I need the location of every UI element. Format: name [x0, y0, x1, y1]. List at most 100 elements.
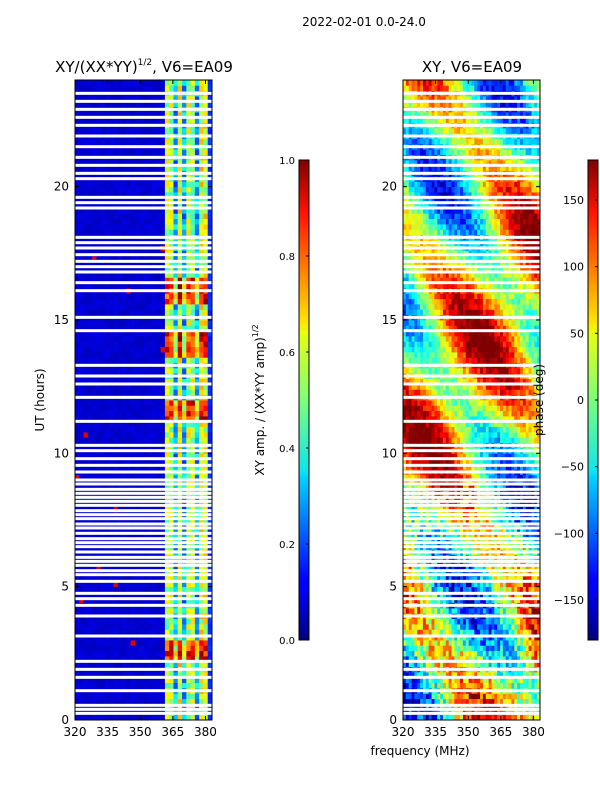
heatmap-cell: [203, 272, 209, 278]
heatmap-cell: [494, 608, 498, 614]
heatmap-cell: [134, 522, 140, 529]
flagged-row: [75, 145, 212, 149]
heatmap-cell: [134, 80, 140, 86]
heatmap-cell: [199, 320, 204, 326]
heatmap-cell: [100, 560, 106, 566]
x-tick-label: 365: [161, 725, 184, 739]
heatmap-cell: [75, 277, 80, 284]
heatmap-cell: [160, 197, 166, 204]
heatmap-cell: [92, 117, 97, 124]
heatmap-cell: [100, 618, 106, 625]
flagged-row: [75, 195, 212, 199]
heatmap-cell: [485, 682, 490, 689]
heatmap-cell: [104, 293, 110, 300]
heatmap-cell: [104, 208, 110, 214]
heatmap-cell: [177, 341, 183, 348]
heatmap-cell: [109, 618, 114, 625]
heatmap-cell: [92, 624, 97, 630]
heatmap-cell: [134, 437, 140, 444]
heatmap-cell: [203, 128, 209, 134]
heatmap-cell: [109, 629, 114, 636]
heatmap-cell: [156, 458, 162, 465]
heatmap-cell: [534, 661, 538, 668]
heatmap-cell: [109, 213, 114, 220]
heatmap-cell: [126, 261, 132, 268]
heatmap-cell: [113, 208, 119, 214]
heatmap-cell: [92, 693, 97, 700]
heatmap-cell: [100, 186, 106, 193]
heatmap-cell: [147, 357, 153, 364]
heatmap-cell: [514, 608, 518, 614]
heatmap-cell: [147, 517, 153, 524]
heatmap-cell: [485, 672, 490, 678]
heatmap-cell: [139, 576, 144, 582]
heatmap-cell: [537, 629, 541, 636]
heatmap-cell: [83, 138, 89, 145]
heatmap-cell: [199, 224, 204, 230]
heatmap-cell: [139, 378, 144, 385]
heatmap-cell: [143, 229, 149, 236]
heatmap-cell: [139, 357, 144, 364]
heatmap-cell: [96, 85, 102, 92]
heatmap-cell: [143, 165, 149, 172]
heatmap-cell: [199, 634, 204, 641]
heatmap-cell: [525, 634, 529, 641]
heatmap-cell: [173, 496, 179, 502]
left-colorbar-label-exponent: 1/2: [251, 324, 260, 337]
heatmap-cell: [147, 533, 153, 540]
heatmap-cell: [442, 640, 447, 646]
heatmap-cell: [126, 149, 132, 156]
heatmap-cell: [194, 560, 200, 566]
heatmap-cell: [87, 586, 93, 593]
heatmap-cell: [434, 624, 438, 630]
heatmap-cell: [130, 672, 136, 678]
heatmap-cell: [203, 330, 209, 337]
heatmap-cell: [130, 266, 136, 273]
heatmap-cell: [83, 704, 89, 710]
heatmap-cell: [139, 213, 144, 220]
heatmap-cell: [143, 517, 149, 524]
heatmap-cell: [139, 661, 144, 668]
heatmap-cell: [182, 565, 187, 572]
heatmap-cell: [203, 309, 209, 316]
heatmap-cell: [465, 661, 470, 668]
heatmap-cell: [177, 437, 183, 444]
heatmap-cell: [130, 416, 136, 422]
heatmap-cell: [457, 698, 461, 705]
heatmap-cell: [462, 624, 467, 630]
heatmap-cell: [117, 341, 123, 348]
heatmap-cell: [92, 282, 97, 289]
heatmap-cell: [173, 437, 179, 444]
heatmap-cell: [160, 186, 166, 193]
heatmap-cell: [474, 629, 478, 636]
heatmap-cell: [75, 218, 80, 225]
heatmap-cell: [405, 624, 410, 630]
heatmap-cell: [203, 282, 209, 289]
heatmap-cell: [164, 160, 170, 166]
heatmap-cell: [194, 336, 200, 342]
heatmap-cell: [525, 608, 529, 614]
heatmap-cell: [134, 453, 140, 460]
heatmap-cell: [156, 496, 162, 502]
heatmap-cell: [164, 346, 170, 353]
heatmap-cell: [508, 672, 512, 678]
heatmap-cell: [468, 704, 472, 710]
heatmap-cell: [143, 149, 149, 156]
heatmap-cell: [462, 634, 467, 641]
heatmap-cell: [207, 309, 213, 316]
heatmap-cell: [96, 229, 102, 236]
heatmap-cell: [143, 138, 149, 145]
heatmap-cell: [126, 496, 132, 502]
heatmap-cell: [96, 378, 102, 385]
heatmap-cell: [448, 672, 452, 678]
heatmap-cell: [126, 464, 132, 470]
heatmap-cell: [408, 661, 412, 668]
heatmap-cell: [186, 496, 191, 502]
heatmap-cell: [451, 661, 455, 668]
heatmap-cell: [122, 341, 127, 348]
heatmap-cell: [92, 416, 97, 422]
heatmap-cell: [199, 149, 204, 156]
heatmap-cell: [190, 128, 196, 134]
heatmap-cell: [79, 192, 84, 198]
heatmap-cell: [190, 208, 196, 214]
